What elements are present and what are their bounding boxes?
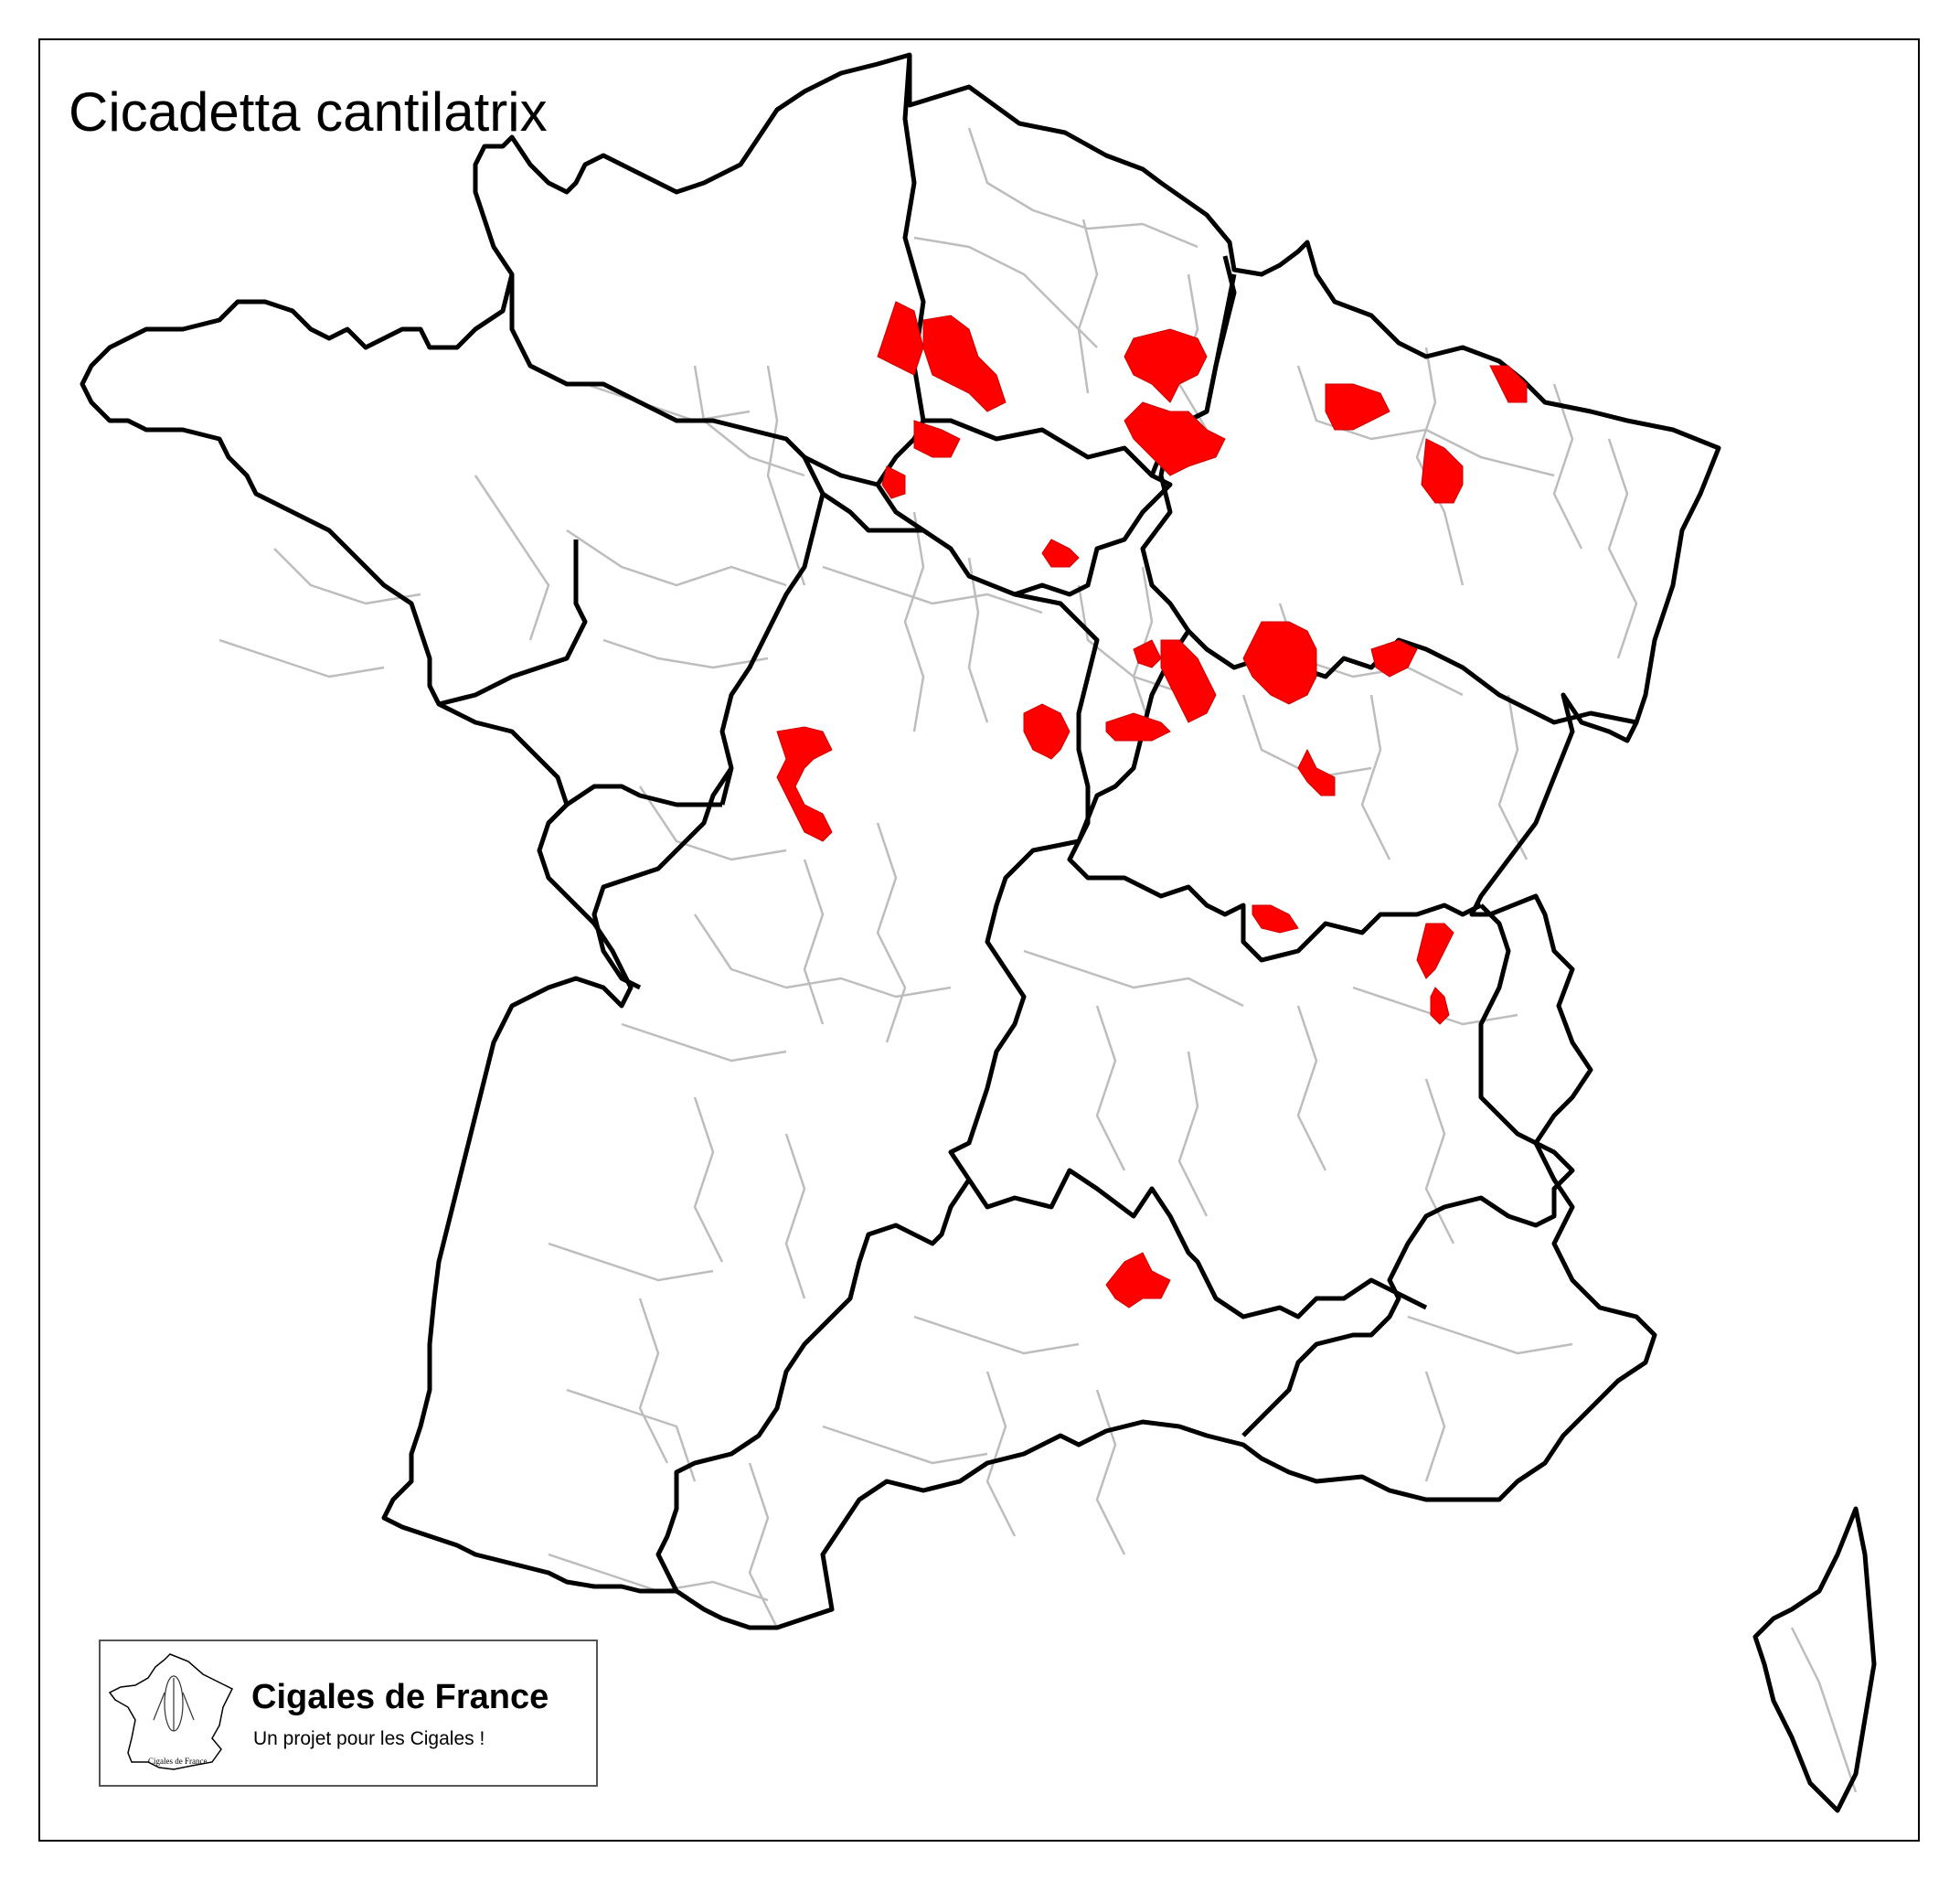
logo-mini-map: Cigales de France <box>108 1653 234 1770</box>
mini-france-outline <box>108 1653 234 1770</box>
occurrence-patch <box>913 420 961 458</box>
occurrence-patch <box>1041 539 1080 568</box>
occurrence-patch <box>881 465 906 499</box>
occurrence-patch <box>1105 1252 1171 1309</box>
region-naq-west <box>547 784 722 825</box>
region-occitanie-aura <box>966 1168 1428 1319</box>
occurrence-patch <box>1124 328 1208 403</box>
occurrence-patches <box>776 301 1528 1309</box>
occurrence-patch <box>922 315 1007 412</box>
region-occitanie-north <box>655 1178 972 1593</box>
occurrence-patch <box>1297 748 1336 796</box>
corsica <box>1752 1506 1877 1813</box>
occurrence-patch <box>1430 987 1450 1025</box>
occurrence-patch <box>1023 703 1071 760</box>
region-bfc <box>1067 629 1483 963</box>
occurrence-patch <box>1133 639 1162 668</box>
occurrence-patch <box>1489 365 1528 403</box>
region-paca <box>1241 903 1575 1437</box>
region-naq-aura <box>948 839 1080 1181</box>
logo-box: Cigales de France Cigales de France Un p… <box>99 1640 598 1787</box>
mini-map-caption: Cigales de France <box>148 1757 207 1766</box>
region-normandie-east <box>802 455 923 533</box>
region-pdl-centre <box>719 493 826 806</box>
region-bretagne-pdl <box>438 539 588 707</box>
mainland-outline <box>80 52 1721 1630</box>
cicada-icon <box>153 1675 195 1732</box>
region-naq <box>591 766 734 990</box>
occurrence-patch <box>1370 639 1418 678</box>
occurrence-patch <box>1160 639 1217 723</box>
occurrence-patch <box>877 301 924 376</box>
region-centre-south <box>1014 592 1100 843</box>
map-frame <box>38 38 1920 1842</box>
region-normandie <box>509 274 879 487</box>
region-borders <box>80 52 1877 1813</box>
occurrence-patch <box>1242 621 1317 705</box>
occurrence-patch <box>1105 712 1171 742</box>
occurrence-patch <box>1124 401 1226 476</box>
occurrence-patch <box>1252 904 1299 934</box>
occurrence-patch <box>1416 923 1454 979</box>
occurrence-patch <box>776 726 833 842</box>
department-borders <box>218 127 1858 1793</box>
map-title: Cicadetta cantilatrix <box>69 81 548 143</box>
occurrence-patch <box>1421 438 1464 504</box>
logo-tagline: Un projet pour les Cigales ! <box>253 1728 485 1749</box>
occurrence-patch <box>1325 383 1390 431</box>
logo-name: Cigales de France <box>251 1678 549 1716</box>
